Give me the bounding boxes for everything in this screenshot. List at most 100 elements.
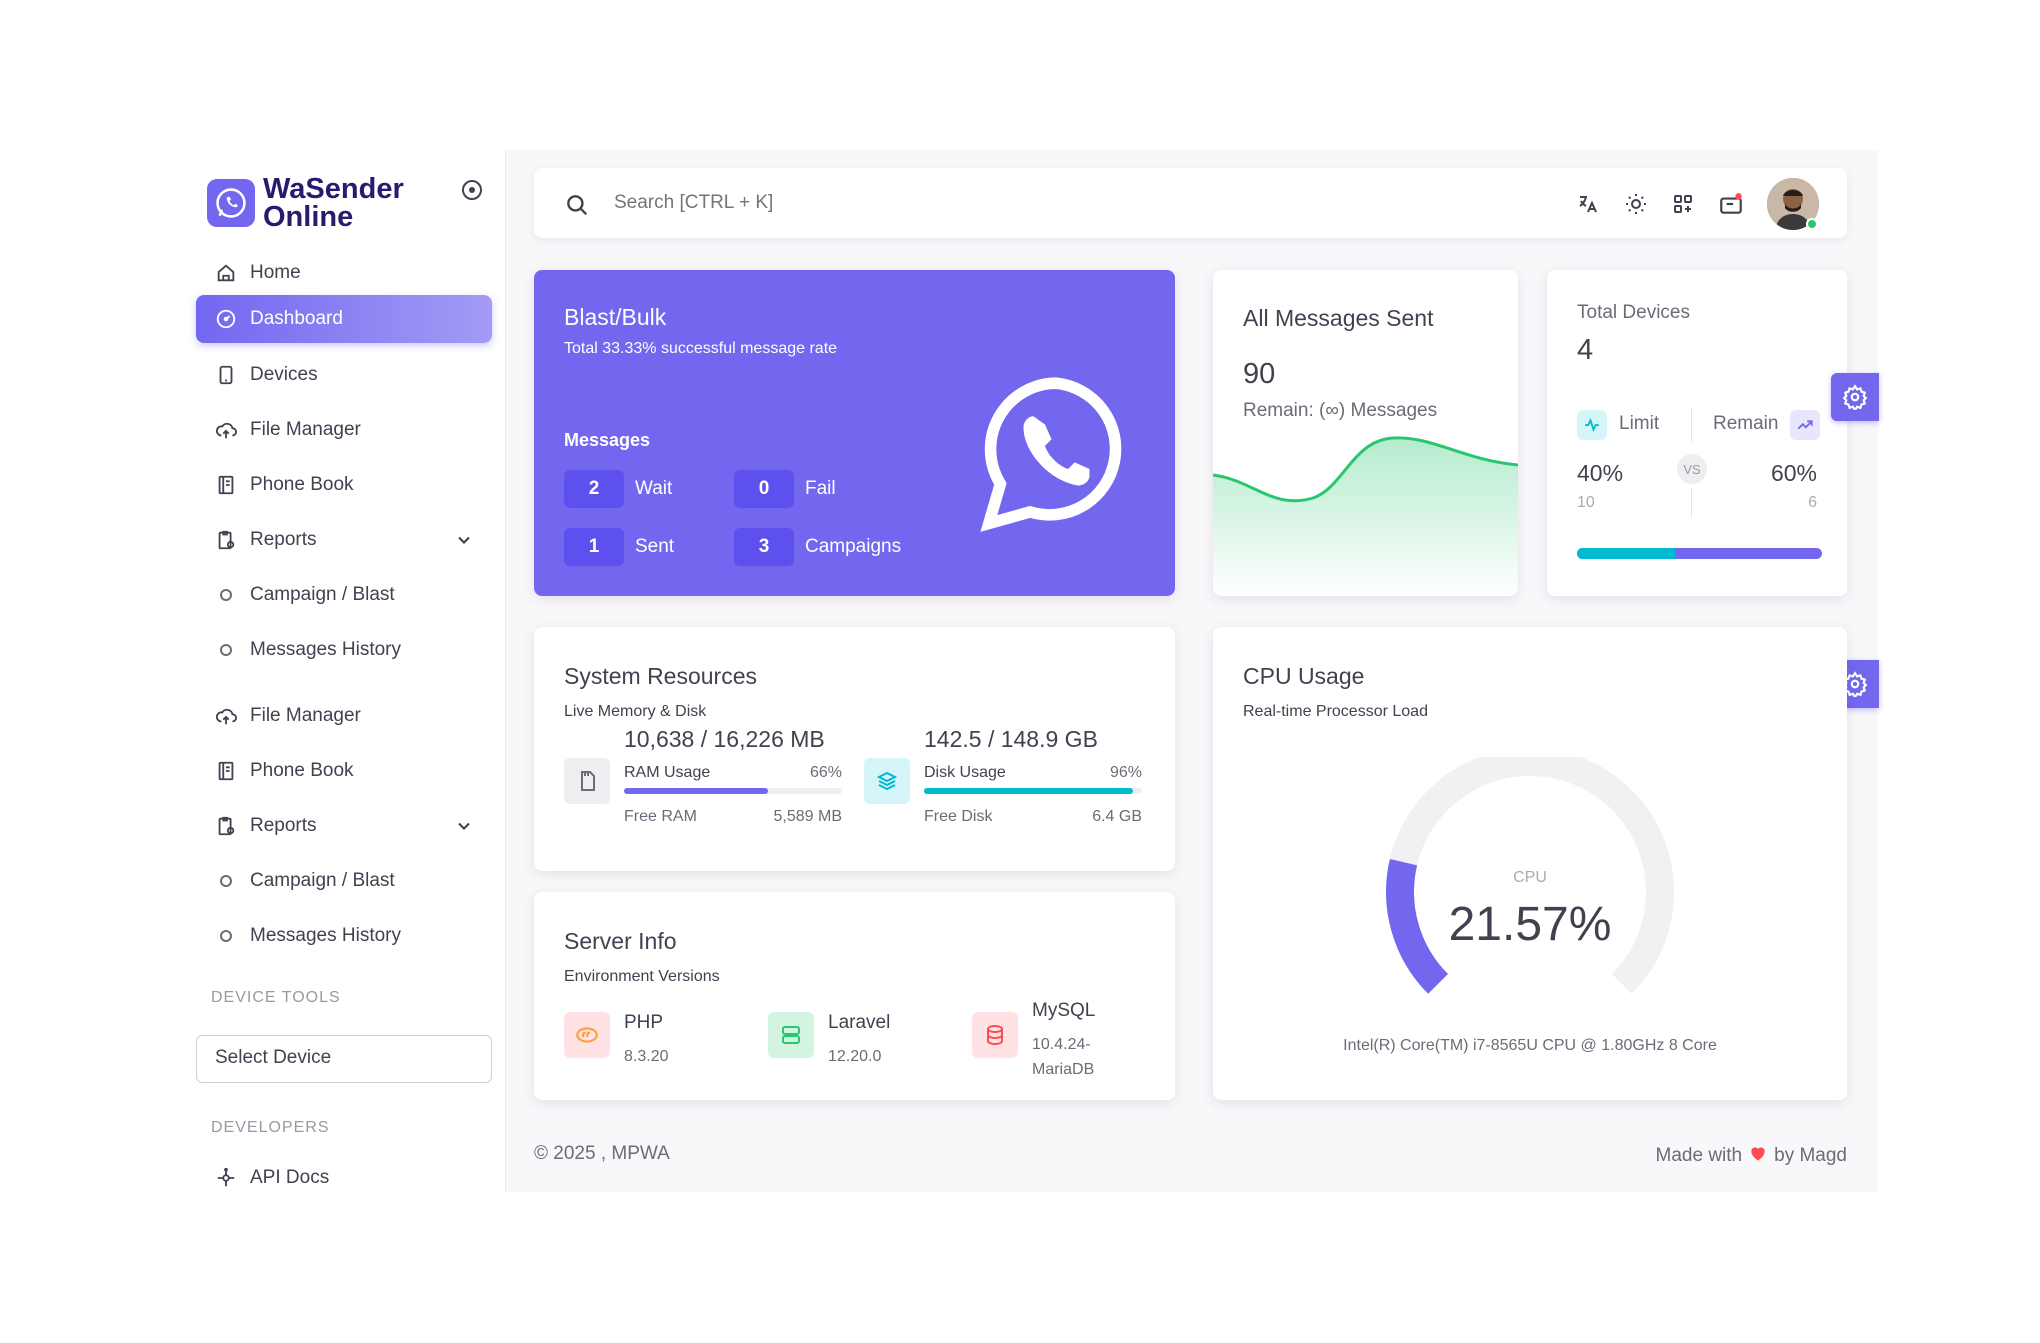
- stat-sent: 1 Sent: [564, 528, 674, 566]
- mysql-version-value: 10.4.24- MariaDB: [1032, 1032, 1094, 1082]
- server-icon: [768, 1012, 814, 1058]
- sidebar-item-label: Campaign / Blast: [250, 584, 395, 605]
- section-device-tools: DEVICE TOOLS: [211, 989, 341, 1006]
- sidebar-item-label: File Manager: [250, 705, 361, 726]
- sidebar-item-label: Phone Book: [250, 760, 354, 781]
- trending-up-icon: [1790, 410, 1820, 440]
- ram-label: RAM Usage: [624, 764, 711, 781]
- translate-icon[interactable]: [1574, 190, 1602, 218]
- sidebar-item-reports-2[interactable]: Reports: [196, 802, 492, 850]
- sidebar-item-label: Phone Book: [250, 474, 354, 495]
- whatsapp-icon: [974, 370, 1139, 540]
- select-device-dropdown[interactable]: Select Device: [196, 1035, 492, 1083]
- devices-value: 4: [1577, 334, 1594, 366]
- sidebar-item-home[interactable]: Home: [196, 249, 492, 297]
- sidebar-item-file-manager-2[interactable]: File Manager: [196, 692, 492, 740]
- sidebar-item-label: Home: [250, 262, 301, 283]
- circle-bullet-icon: [214, 583, 238, 607]
- cpu-usage-card: CPU Usage Real-time Processor Load CPU 2…: [1213, 627, 1847, 1100]
- cpu-subtitle: Real-time Processor Load: [1243, 703, 1428, 720]
- stat-label: Sent: [635, 536, 675, 557]
- sidebar-item-label: Messages History: [250, 639, 401, 660]
- cloud-upload-icon: [214, 418, 238, 442]
- whatsapp-logo-icon: [207, 179, 255, 227]
- messages-label: Messages: [564, 430, 651, 450]
- sidebar-item-api-docs[interactable]: API Docs: [196, 1154, 492, 1202]
- sun-icon[interactable]: [1622, 190, 1650, 218]
- devices-progress-fill: [1577, 548, 1675, 559]
- sidebar-item-label: Campaign / Blast: [250, 870, 395, 891]
- brand-name: WaSender Online: [263, 175, 404, 233]
- sidebar-toggle-icon[interactable]: [460, 178, 484, 202]
- footer-made-with: Made with: [1655, 1145, 1743, 1166]
- disk-label: Disk Usage: [924, 764, 1006, 781]
- book-icon: [214, 759, 238, 783]
- blast-subtitle: Total 33.33% successful message rate: [564, 340, 838, 357]
- book-icon: [214, 473, 238, 497]
- sidebar-item-phone-book-2[interactable]: Phone Book: [196, 747, 492, 795]
- laravel-name: Laravel: [828, 1012, 891, 1033]
- sidebar-item-messages-history-2[interactable]: Messages History: [196, 912, 492, 960]
- ram-usage: 10,638 / 16,226 MB RAM Usage 66% Free RA…: [564, 726, 864, 846]
- stat-value: 2: [564, 470, 624, 508]
- ram-progress-fill: [624, 788, 768, 794]
- sidebar-item-file-manager[interactable]: File Manager: [196, 406, 492, 454]
- blast-title: Blast/Bulk: [564, 304, 667, 330]
- sidebar-item-phone-book[interactable]: Phone Book: [196, 461, 492, 509]
- server-info-card: Server Info Environment Versions PHP 8.3…: [534, 892, 1175, 1100]
- server-info-title: Server Info: [564, 928, 677, 954]
- footer-author[interactable]: by Magd: [1774, 1145, 1847, 1166]
- heart-icon: [1748, 1143, 1768, 1169]
- ram-percent: 66%: [809, 764, 842, 781]
- circle-bullet-icon: [214, 924, 238, 948]
- free-disk-label: Free Disk: [924, 808, 993, 825]
- remain-count: 6: [1808, 494, 1817, 511]
- stat-label: Fail: [805, 478, 836, 499]
- sidebar-item-devices[interactable]: Devices: [196, 351, 492, 399]
- blast-bulk-card: Blast/Bulk Total 33.33% successful messa…: [534, 270, 1175, 596]
- footer-credit: Made with by Magd: [1656, 1143, 1847, 1169]
- sidebar-item-reports[interactable]: Reports: [196, 516, 492, 564]
- sidebar-item-label: Messages History: [250, 925, 401, 946]
- free-ram-label: Free RAM: [624, 808, 697, 825]
- vs-badge: VS: [1677, 454, 1707, 484]
- devices-title: Total Devices: [1577, 302, 1690, 323]
- search-icon[interactable]: [564, 192, 590, 223]
- database-icon: [972, 1012, 1018, 1058]
- sidebar-item-campaign-blast-2[interactable]: Campaign / Blast: [196, 857, 492, 905]
- sidebar-item-messages-history[interactable]: Messages History: [196, 626, 492, 674]
- online-status-dot: [1806, 218, 1818, 230]
- sidebar-item-label: Reports: [250, 815, 317, 836]
- sidebar-item-campaign-blast[interactable]: Campaign / Blast: [196, 571, 492, 619]
- brand-line2: Online: [263, 201, 354, 233]
- brand[interactable]: WaSender Online: [207, 175, 404, 233]
- sidebar-item-label: API Docs: [250, 1167, 330, 1188]
- footer-copyright: © 2025 , MPWA: [534, 1143, 670, 1164]
- php-name: PHP: [624, 1012, 664, 1033]
- disk-progress-fill: [924, 788, 1134, 794]
- limit-percent: 40%: [1577, 460, 1624, 486]
- messages-sent-value: 90: [1243, 358, 1276, 390]
- search-input[interactable]: [614, 192, 1014, 214]
- disk-percent: 96%: [1109, 764, 1142, 781]
- apps-grid-icon[interactable]: [1669, 190, 1697, 218]
- cpu-label: CPU: [1513, 869, 1547, 886]
- php-version-value: 8.3.20: [624, 1048, 669, 1065]
- messages-remain: Remain: (∞) Messages: [1243, 400, 1438, 421]
- chevron-down-icon: [454, 816, 474, 842]
- stat-value: 1: [564, 528, 624, 566]
- sidebar: WaSender Online Home Dashboard Devices F: [192, 150, 505, 1192]
- notification-icon[interactable]: [1717, 190, 1745, 218]
- devices-progress-bar: [1577, 548, 1822, 559]
- free-disk-value: 6.4 GB: [1092, 808, 1142, 825]
- sidebar-item-dashboard[interactable]: Dashboard: [196, 295, 492, 343]
- chevron-down-icon: [454, 530, 474, 556]
- settings-gear-icon[interactable]: [1831, 373, 1879, 421]
- free-ram-value: 5,589 MB: [773, 808, 842, 825]
- home-icon: [214, 261, 238, 285]
- disk-total: 142.5 / 148.9 GB: [924, 726, 1098, 752]
- divider: [1691, 408, 1692, 442]
- cpu-title: CPU Usage: [1243, 663, 1365, 689]
- sidebar-item-label: Dashboard: [250, 308, 343, 329]
- circle-bullet-icon: [214, 869, 238, 893]
